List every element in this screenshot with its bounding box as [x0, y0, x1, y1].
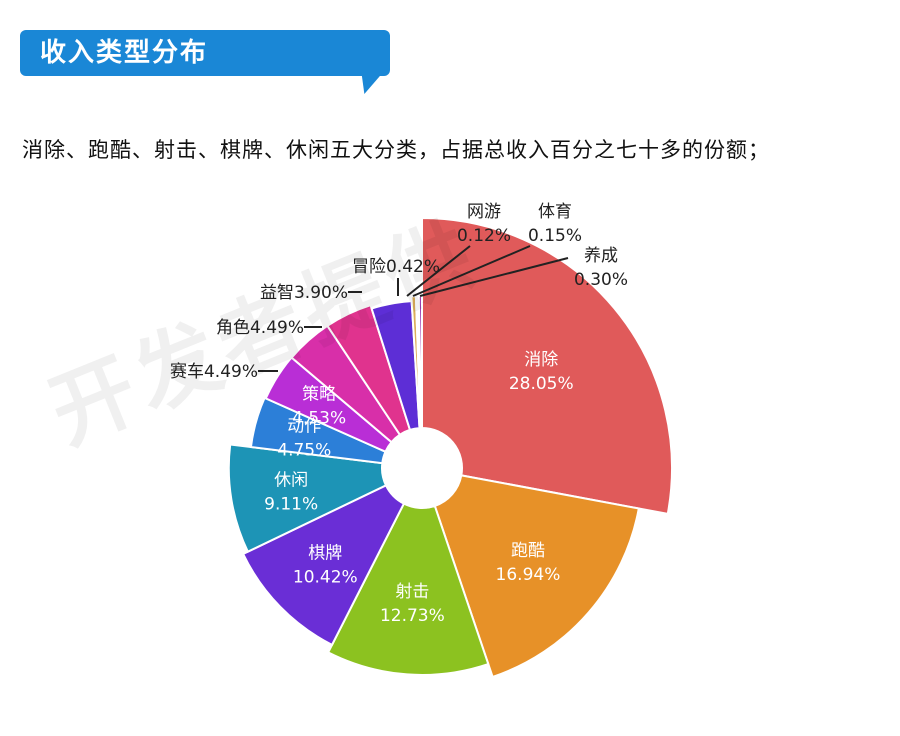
slice-value-label: 16.94%	[496, 565, 561, 585]
slice-name-label: 消除	[524, 350, 558, 370]
slice-name-label: 动作	[287, 416, 321, 436]
outside-label-冒险: 冒险0.42%	[352, 257, 440, 277]
donut-hole	[382, 428, 462, 508]
slice-name-label: 射击	[395, 582, 429, 602]
slice-name-label: 跑酷	[511, 541, 545, 561]
callout-line	[406, 245, 471, 297]
slice-value-label: 4.53%	[292, 408, 346, 428]
callout-name-养成: 养成	[584, 246, 618, 266]
outside-label-益智: 益智3.90%	[260, 283, 348, 303]
callout-name-网游: 网游	[467, 202, 501, 222]
slice-value-label: 28.05%	[509, 374, 574, 394]
slice-value-label: 9.11%	[264, 495, 318, 515]
slice-name-label: 休闲	[274, 471, 308, 491]
header-banner	[20, 30, 390, 76]
outside-label-角色: 角色4.49%	[216, 318, 304, 338]
callout-name-体育: 体育	[538, 202, 572, 222]
slice-value-label: 12.73%	[380, 606, 445, 626]
callout-value-网游: 0.12%	[457, 226, 511, 246]
slice-name-label: 策略	[302, 384, 336, 404]
outside-label-赛车: 赛车4.49%	[170, 361, 258, 382]
chart-description: 消除、跑酷、射击、棋牌、休闲五大分类，占据总收入百分之七十多的份额；	[22, 138, 770, 162]
slice-value-label: 10.42%	[293, 568, 358, 588]
callout-value-养成: 0.30%	[574, 270, 628, 290]
slice-value-label: 4.75%	[277, 440, 331, 460]
callout-line	[412, 245, 531, 297]
callout-value-体育: 0.15%	[528, 226, 582, 246]
section-header: 收入类型分布	[20, 30, 390, 94]
slice-name-label: 棋牌	[308, 544, 342, 564]
page-title: 收入类型分布	[40, 38, 209, 68]
callout-line	[419, 257, 569, 297]
